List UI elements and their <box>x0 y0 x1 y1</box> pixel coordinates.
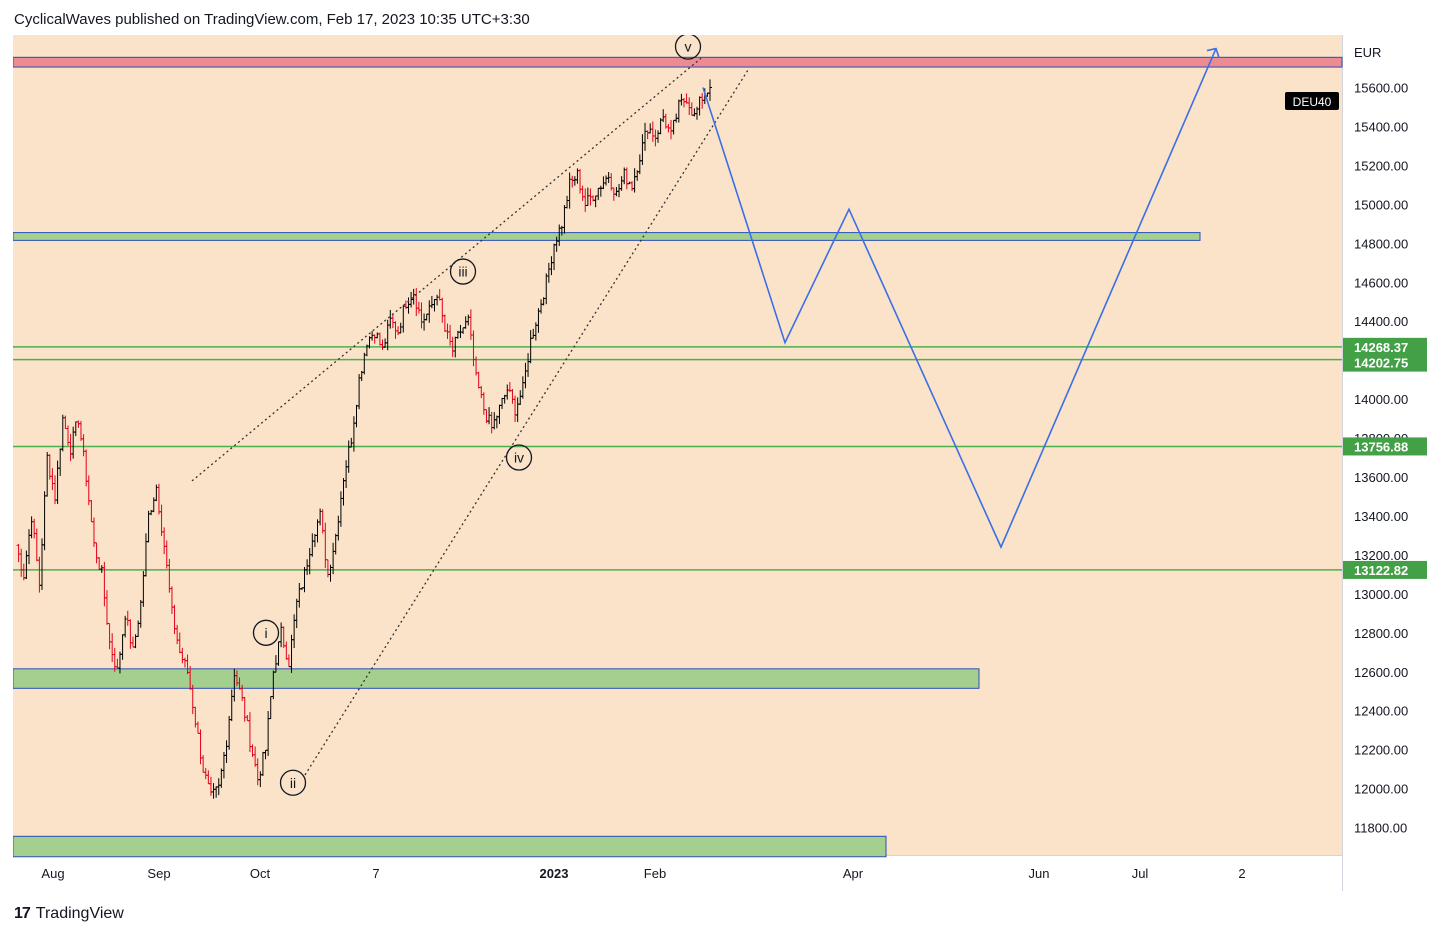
price-level-badge <box>1343 437 1427 456</box>
price-axis[interactable] <box>1342 35 1427 891</box>
price-level-badge-text: 13122.82 <box>1354 563 1408 578</box>
time-tick-label: Apr <box>843 866 864 881</box>
price-tick-label: 12400.00 <box>1354 704 1408 719</box>
tradingview-brand-name: TradingView <box>35 905 124 922</box>
time-tick-label: Sep <box>147 866 170 881</box>
price-tick-label: 12800.00 <box>1354 626 1408 641</box>
wave-label-iii: iii <box>458 264 467 280</box>
price-tick-label: 13000.00 <box>1354 587 1408 602</box>
time-tick-label: Jun <box>1029 866 1050 881</box>
tradingview-brand[interactable]: 17 TradingView <box>14 905 124 923</box>
price-tick-label: 12200.00 <box>1354 743 1408 758</box>
price-tick-label: 12000.00 <box>1354 782 1408 797</box>
symbol-badge <box>1285 92 1339 110</box>
price-tick-label: 15200.00 <box>1354 158 1408 173</box>
price-level-badge <box>1343 337 1427 356</box>
price-level-badge-text: 13756.88 <box>1354 439 1408 454</box>
zone-green-1 <box>13 232 1201 241</box>
wave-label-iv: iv <box>514 450 524 466</box>
price-tick-label: 14600.00 <box>1354 275 1408 290</box>
chart-panel[interactable]: i ii iii iv v EUR 15600.00 15400.00 15200.00 1500… <box>13 35 1427 891</box>
time-axis[interactable] <box>13 855 1342 891</box>
zone-red-0 <box>13 56 1343 68</box>
price-tick-label: 14000.00 <box>1354 392 1408 407</box>
time-tick-label: 7 <box>372 866 379 881</box>
time-tick-label: Aug <box>41 866 64 881</box>
price-level-badge-text: 14202.75 <box>1354 356 1408 371</box>
wave-label-i: i <box>264 625 267 641</box>
wave-label-circle <box>279 769 307 796</box>
channel-upper-line <box>191 57 702 482</box>
price-tick-label: 13600.00 <box>1354 470 1408 485</box>
time-tick-label: 2 <box>1238 866 1245 881</box>
time-tick-label: 2023 <box>540 866 569 881</box>
wave-label-circle <box>449 258 477 285</box>
price-tick-label: 13400.00 <box>1354 509 1408 524</box>
projection-line <box>702 48 1217 550</box>
zone-green-2 <box>13 668 980 689</box>
time-tick-label: Oct <box>250 866 271 881</box>
publish-info: CyclicalWaves published on TradingView.c… <box>14 11 530 28</box>
price-tick-label: 15000.00 <box>1354 197 1408 212</box>
price-level-badge-text: 14268.37 <box>1354 340 1408 355</box>
projection-arrowhead-icon <box>1206 47 1220 58</box>
price-level-badge <box>1343 353 1427 372</box>
price-tick-label: 13200.00 <box>1354 548 1408 563</box>
price-tick-label: 12600.00 <box>1354 665 1408 680</box>
wave-label-ii: ii <box>290 775 296 791</box>
wave-label-circle <box>674 35 702 60</box>
channel-lower-line <box>304 69 749 776</box>
symbol-badge-text: DEU40 <box>1293 95 1332 109</box>
wave-label-circle <box>505 444 533 471</box>
wave-label-circle <box>252 619 280 646</box>
wave-label-v: v <box>685 39 692 55</box>
time-tick-label: Jul <box>1132 866 1149 881</box>
tradingview-logo-icon: 17 <box>14 905 31 922</box>
price-tick-label: 14400.00 <box>1354 314 1408 329</box>
price-tick-label: 15400.00 <box>1354 119 1408 134</box>
price-tick-label: 15600.00 <box>1354 81 1408 96</box>
plot-area[interactable] <box>13 35 1342 855</box>
time-tick-label: Feb <box>644 866 666 881</box>
price-tick-label: 14800.00 <box>1354 236 1408 251</box>
zone-green-3 <box>13 835 887 858</box>
currency-label: EUR <box>1354 45 1381 60</box>
price-tick-label: 11800.00 <box>1354 821 1407 836</box>
price-level-badge <box>1343 560 1427 579</box>
